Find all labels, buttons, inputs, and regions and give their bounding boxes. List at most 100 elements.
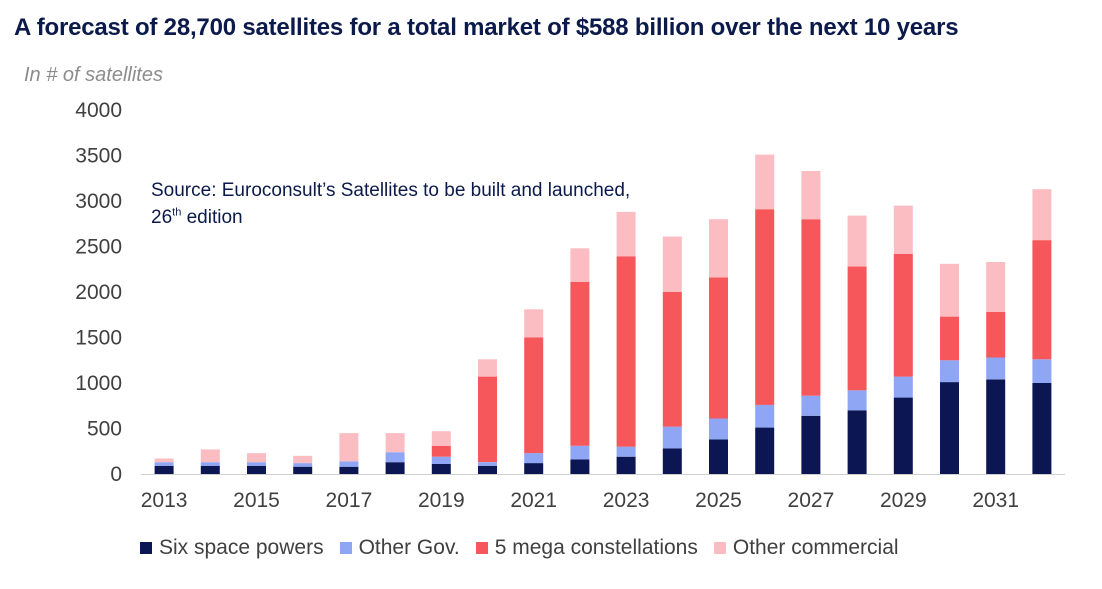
bar-segment-other-gov--2032 [1032,359,1052,383]
bar-segment-other-gov--2026 [755,404,775,428]
bar-segment-5-mega-constellations-2029 [893,253,913,377]
legend-swatch-other-gov [339,542,352,554]
bar-segment-other-commercial-2017 [339,433,359,462]
bar-segment-5-mega-constellations-2032 [1032,240,1052,360]
bar-segment-other-gov--2018 [385,452,405,463]
bar-segment-six-space-powers-2024 [662,448,682,474]
y-tick-label: 500 [87,418,122,441]
bar-segment-5-mega-constellations-2026 [755,209,775,405]
bar-segment-other-commercial-2032 [1032,189,1052,241]
bar-segment-5-mega-constellations-2024 [662,292,682,427]
bar-segment-other-commercial-2028 [847,215,867,267]
y-tick-label: 3000 [75,190,122,213]
source-annotation: Source: Euroconsult’s Satellites to be b… [151,179,630,229]
chart-title: A forecast of 28,700 satellites for a to… [14,14,959,41]
bar-segment-other-commercial-2022 [570,248,590,282]
bar-segment-other-commercial-2025 [709,219,728,278]
x-tick-label: 2013 [141,489,188,512]
bar-segment-other-gov--2028 [847,390,867,411]
bar-segment-other-gov--2022 [570,445,590,460]
bar-segment-5-mega-constellations-2019 [431,445,451,457]
legend-label: 5 mega constellations [494,536,698,559]
bar-segment-six-space-powers-2017 [339,466,359,474]
bar-segment-other-gov--2030 [940,360,959,383]
y-tick-label: 4000 [75,99,122,122]
bar-segment-5-mega-constellations-2027 [801,219,821,396]
bar-segment-other-commercial-2031 [986,262,1006,312]
bar-segment-six-space-powers-2013 [154,465,174,474]
bar-segment-5-mega-constellations-2020 [478,376,497,463]
bar-segment-other-gov--2027 [801,395,821,416]
bar-segment-other-commercial-2023 [616,211,636,257]
bar-segment-six-space-powers-2026 [755,427,775,474]
legend-item-six-space-powers: Six space powers [140,536,324,560]
bar-segment-other-gov--2014 [200,462,220,466]
bar-segment-other-commercial-2013 [154,458,174,463]
bar-segment-six-space-powers-2025 [709,439,728,474]
legend-item-other-gov: Other Gov. [339,536,460,560]
legend-item-other-commercial: Other commercial [713,536,899,560]
bar-segment-5-mega-constellations-2028 [847,266,867,391]
bar-segment-other-commercial-2026 [755,154,775,210]
bar-segment-5-mega-constellations-2021 [524,337,544,454]
source-line-1: Source: Euroconsult’s Satellites to be b… [151,180,631,201]
x-tick-label: 2015 [233,489,280,512]
bar-segment-six-space-powers-2031 [986,379,1006,474]
x-tick-label: 2019 [418,489,465,512]
bar-segment-six-space-powers-2020 [478,465,497,474]
bar-segment-six-space-powers-2022 [570,459,590,474]
bar-segment-other-commercial-2029 [893,205,913,254]
bar-segment-other-commercial-2030 [940,263,959,317]
legend-item-mega-constellations: 5 mega constellations [475,536,698,560]
bar-segment-other-commercial-2016 [293,455,313,464]
y-tick-label: 0 [110,463,122,486]
y-tick-label: 2500 [75,236,122,259]
bar-segment-six-space-powers-2019 [431,464,451,474]
bar-segment-other-gov--2024 [662,426,682,449]
legend-label: Other commercial [732,536,899,559]
bar-segment-six-space-powers-2028 [847,410,867,474]
bar-segment-six-space-powers-2018 [385,462,405,474]
bar-segment-six-space-powers-2014 [200,465,220,474]
bar-segment-other-commercial-2014 [200,449,220,463]
bar-segment-5-mega-constellations-2022 [570,282,590,446]
bar-segment-other-commercial-2018 [385,433,405,453]
bar-segment-5-mega-constellations-2025 [709,277,728,419]
x-tick-label: 2029 [880,489,927,512]
x-tick-label: 2025 [695,489,742,512]
y-axis-unit-label: In # of satellites [24,64,163,86]
x-tick-label: 2031 [972,489,1019,512]
x-tick-label: 2017 [326,489,373,512]
bar-segment-six-space-powers-2021 [524,463,544,474]
bar-segment-other-gov--2019 [431,456,451,464]
bar-segment-other-commercial-2027 [801,171,821,220]
bar-segment-six-space-powers-2029 [893,397,913,474]
bar-segment-other-commercial-2015 [247,453,266,463]
bar-segment-other-gov--2020 [478,462,497,466]
legend-swatch-six-space-powers [140,542,152,554]
bar-segment-other-gov--2025 [709,418,728,440]
legend: Six space powers Other Gov. 5 mega const… [140,536,915,560]
legend-swatch-mega-constellations [475,542,488,554]
legend-swatch-other-commercial [713,542,726,554]
bar-segment-other-commercial-2020 [478,359,497,377]
x-tick-label: 2021 [510,489,557,512]
bar-segment-5-mega-constellations-2030 [940,316,959,361]
bar-segment-other-gov--2016 [293,463,313,467]
bar-segment-other-gov--2023 [616,446,636,457]
bar-segment-other-commercial-2024 [662,236,682,292]
legend-label: Six space powers [159,536,324,559]
bar-segment-six-space-powers-2023 [616,456,636,474]
y-tick-label: 1500 [75,327,122,350]
bar-segment-5-mega-constellations-2023 [616,256,636,447]
bar-segment-other-commercial-2021 [524,309,544,338]
bar-segment-six-space-powers-2032 [1032,383,1052,474]
bar-segment-other-gov--2015 [247,462,266,466]
bar-segment-5-mega-constellations-2031 [986,312,1006,358]
bar-segment-six-space-powers-2015 [247,465,266,474]
y-tick-label: 1000 [75,372,122,395]
bar-segment-other-gov--2017 [339,461,359,467]
bar-segment-other-commercial-2019 [431,431,451,446]
y-tick-label: 2000 [75,281,122,304]
